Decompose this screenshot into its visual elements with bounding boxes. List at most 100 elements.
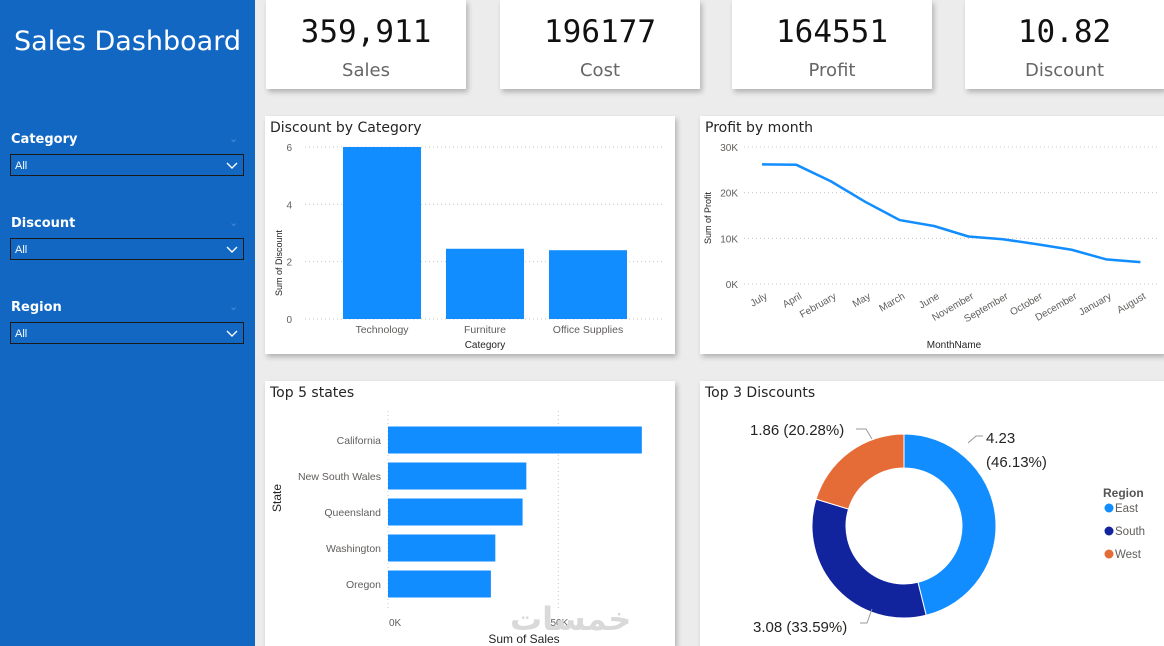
x-axis-title: Category	[465, 340, 506, 351]
kpi-value: 196177	[544, 14, 656, 50]
discount-by-category-svg: Sum of Discount Category 0 2 4 6 Technology F…	[274, 143, 665, 351]
top-3-discounts-svg: Region 4.23 (46.13%) 3.08 (33.59%) 1.86 (20…	[750, 422, 1145, 636]
kpi-label: Sales	[342, 60, 390, 81]
bar	[388, 534, 496, 562]
leader-line	[856, 428, 873, 440]
chevron-down-icon	[226, 246, 238, 253]
top-3-discounts-chart[interactable]: Top 3 Discounts Region 4.23 (46.13%) 3.08 …	[700, 381, 1164, 646]
chart-title: Discount by Category	[270, 120, 422, 136]
region-slicer-label: Region	[11, 300, 62, 315]
x-tick-label: Technology	[355, 324, 409, 336]
x-tick-label: June	[917, 291, 942, 312]
bar	[388, 462, 527, 490]
kpi-card-profit[interactable]: 164551 Profit	[732, 0, 932, 89]
donut-slice-west	[815, 433, 905, 510]
discount-by-category-chart[interactable]: Discount by Category Sum of Discount Cat…	[265, 116, 675, 354]
donut-slice-east	[903, 433, 997, 616]
x-tick-label: 0K	[389, 618, 402, 629]
y-tick-label: Queensland	[324, 507, 381, 519]
kpi-value: 164551	[776, 14, 888, 50]
chart-title: Top 5 states	[270, 385, 355, 401]
chart-title: Profit by month	[705, 120, 814, 136]
data-label-east-pct: (46.13%)	[986, 454, 1047, 471]
x-axis-title: MonthName	[927, 340, 982, 351]
collapse-chevron-icon[interactable]: ⌄	[229, 301, 239, 313]
profit-line	[761, 163, 1141, 264]
x-tick-label: March	[878, 291, 908, 314]
sidebar: Sales Dashboard Category ⌄ All Discount …	[0, 0, 255, 646]
category-dropdown[interactable]: All	[10, 154, 244, 176]
legend-item: South	[1115, 526, 1145, 538]
category-dropdown-value: All	[15, 160, 28, 172]
bar	[388, 498, 523, 526]
collapse-chevron-icon[interactable]: ⌄	[229, 217, 239, 229]
profit-by-month-svg: Sum of Profit MonthName 0K 10K 20K 30K July A…	[703, 143, 1160, 351]
leader-line	[967, 435, 983, 444]
x-tick-label: Furniture	[464, 324, 506, 336]
y-tick-label: Oregon	[346, 579, 381, 591]
y-tick-label: 6	[286, 143, 292, 154]
app-title: Sales Dashboard	[14, 26, 241, 57]
kpi-label: Cost	[579, 60, 621, 81]
legend-item: West	[1115, 549, 1142, 561]
top-5-states-svg: State Sum of Sales 0K 50K California New So…	[270, 411, 642, 646]
y-tick-label: 20K	[720, 189, 738, 200]
legend-title: Region	[1103, 486, 1144, 500]
kpi-value: 359,911	[300, 14, 432, 50]
kpi-card-cost[interactable]: 196177 Cost	[500, 0, 700, 89]
y-tick-label: 0	[286, 315, 292, 326]
leader-line	[860, 608, 873, 624]
kpi-card-discount[interactable]: 10.82 Discount	[965, 0, 1164, 89]
category-slicer-label: Category	[11, 132, 78, 147]
x-tick-label: April	[781, 291, 804, 311]
profit-by-month-chart[interactable]: Profit by month Sum of Profit MonthName …	[700, 116, 1164, 354]
y-tick-label: 2	[286, 258, 292, 269]
bar	[343, 147, 421, 319]
legend-item: East	[1115, 503, 1139, 515]
discount-dropdown[interactable]: All	[10, 238, 244, 260]
legend-marker	[1104, 549, 1114, 559]
legend-marker	[1104, 526, 1114, 536]
legend-marker	[1104, 503, 1114, 513]
y-tick-label: California	[337, 435, 382, 447]
collapse-chevron-icon[interactable]: ⌄	[229, 133, 239, 145]
y-axis-title: Sum of Discount	[274, 229, 284, 296]
x-tick-label: July	[749, 291, 770, 309]
bar	[388, 426, 642, 454]
x-tick-label: February	[798, 291, 838, 321]
x-tick-label: May	[851, 291, 873, 310]
y-tick-label: 0K	[726, 280, 739, 291]
region-dropdown[interactable]: All	[10, 322, 244, 344]
region-dropdown-value: All	[15, 328, 28, 340]
data-label-south: 3.08 (33.59%)	[753, 619, 847, 636]
x-axis-title: Sum of Sales	[488, 632, 559, 646]
y-tick-label: 30K	[720, 143, 738, 154]
x-tick-label: Office Supplies	[553, 324, 623, 336]
watermark: خمسات	[510, 600, 632, 638]
y-axis-title: State	[270, 484, 284, 512]
top-5-states-chart[interactable]: Top 5 states State Sum of Sales 0K 50K Cal…	[265, 381, 675, 646]
kpi-card-sales[interactable]: 359,911 Sales	[266, 0, 466, 89]
y-tick-label: 4	[286, 200, 292, 211]
kpi-label: Profit	[808, 60, 856, 81]
kpi-label: Discount	[1024, 60, 1105, 81]
y-tick-label: Washington	[326, 543, 381, 555]
x-tick-label: August	[1115, 291, 1148, 316]
discount-dropdown-value: All	[15, 244, 28, 256]
discount-slicer-label: Discount	[11, 216, 76, 231]
chevron-down-icon	[226, 162, 238, 169]
bar	[549, 250, 627, 319]
x-tick-label: 50K	[550, 618, 568, 629]
donut-slice-south	[811, 498, 927, 619]
chart-title: Top 3 Discounts	[705, 385, 816, 401]
bar	[446, 248, 524, 319]
y-tick-label: 10K	[720, 234, 738, 245]
y-axis-title: Sum of Profit	[703, 191, 713, 244]
data-label-east: 4.23	[986, 430, 1015, 447]
chevron-down-icon	[226, 330, 238, 337]
x-tick-label: January	[1077, 291, 1113, 318]
bar	[388, 570, 491, 598]
y-tick-label: New South Wales	[298, 471, 381, 483]
kpi-value: 10.82	[1017, 14, 1112, 50]
data-label-west: 1.86 (20.28%)	[750, 422, 844, 439]
